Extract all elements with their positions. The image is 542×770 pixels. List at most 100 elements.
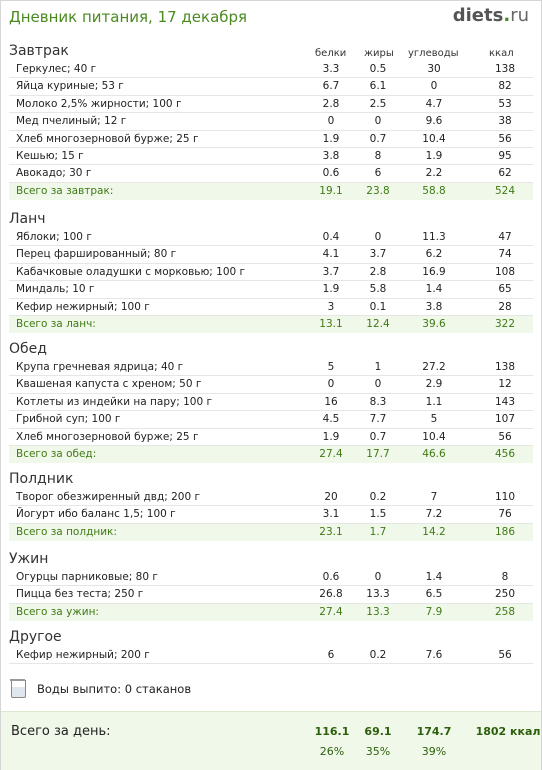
- kcal-value: 250: [494, 588, 516, 601]
- fat-value: 3.7: [369, 248, 387, 261]
- food-name: Хлеб многозерновой бурже; 25 г: [16, 430, 199, 443]
- carbs-value: 7: [430, 491, 438, 503]
- kcal-value: 56: [498, 132, 512, 145]
- brand-tld: ru: [510, 5, 529, 26]
- fat-value: 23.8: [366, 184, 390, 197]
- kcal-value: 108: [494, 265, 516, 278]
- food-name: Молоко 2,5% жирности; 100 г: [16, 97, 182, 110]
- food-row[interactable]: Кабачковые оладушки с морковью; 100 г 3.7…: [9, 264, 533, 282]
- food-row[interactable]: Творог обезжиренный двд; 200 г 20 0.2 7 110: [9, 489, 533, 507]
- food-row[interactable]: Авокадо; 30 г 0.6 6 2.2 62: [9, 165, 533, 183]
- kcal-value: 28: [498, 300, 512, 313]
- carbs-value: 0: [430, 80, 438, 93]
- kcal-value: 74: [498, 248, 512, 261]
- carbs-value: 6.5: [425, 588, 443, 601]
- column-header-carbs: углеводы: [408, 48, 459, 59]
- food-name: Творог обезжиренный двд; 200 г: [16, 491, 200, 503]
- protein-value: 1.9: [322, 132, 340, 145]
- food-name: Пицца без теста; 250 г: [16, 588, 144, 601]
- carbs-value: 10.4: [422, 132, 446, 145]
- fat-value: 5.8: [369, 283, 387, 296]
- food-row[interactable]: Йогурт ибо баланс 1,5; 100 г 3.1 1.5 7.2 76: [9, 506, 533, 524]
- protein-value: 1.9: [322, 430, 340, 443]
- fat-value: 0: [374, 378, 382, 391]
- kcal-value: 47: [498, 231, 512, 243]
- protein-value: 27.4: [319, 605, 343, 618]
- food-name: Грибной суп; 100 г: [16, 413, 121, 426]
- meal-total-label: Всего за обед:: [16, 447, 97, 460]
- carbs-value: 1.4: [425, 571, 443, 583]
- food-row[interactable]: Огурцы парниковые; 80 г 0.6 0 1.4 8: [9, 569, 533, 587]
- meal-section: Ужин Огурцы парниковые; 80 г 0.6 0 1.4 8 Пицца…: [9, 549, 533, 622]
- kcal-value: 12: [498, 378, 512, 391]
- water-glass-icon[interactable]: [10, 679, 26, 698]
- carbs-value: 9.6: [425, 115, 443, 128]
- kcal-value: 143: [494, 395, 516, 408]
- brand-name: diets: [452, 5, 504, 26]
- fat-value: 12.4: [366, 317, 390, 330]
- fat-value: 0.5: [369, 63, 387, 75]
- food-name: Кабачковые оладушки с морковью; 100 г: [16, 265, 246, 278]
- protein-value: 13.1: [319, 317, 343, 330]
- brand-logo[interactable]: diets.ru: [453, 5, 529, 26]
- protein-value: 4.1: [322, 248, 340, 261]
- food-row[interactable]: Кешью; 15 г 3.8 8 1.9 95: [9, 148, 533, 166]
- meal-total-label: Всего за ужин:: [16, 605, 99, 618]
- carbs-value: 58.8: [422, 184, 446, 197]
- food-name: Геркулес; 40 г: [16, 63, 97, 75]
- food-row[interactable]: Кефир нежирный; 100 г 3 0.1 3.8 28: [9, 299, 533, 316]
- food-row[interactable]: Квашеная капуста с хреном; 50 г 0 0 2.9 12: [9, 376, 533, 394]
- food-row[interactable]: Кефир нежирный; 200 г 6 0.2 7.6 56: [9, 647, 533, 665]
- food-row[interactable]: Миндаль; 10 г 1.9 5.8 1.4 65: [9, 281, 533, 299]
- food-row[interactable]: Хлеб многозерновой бурже; 25 г 1.9 0.7 10.4…: [9, 131, 533, 148]
- food-row[interactable]: Перец фаршированный; 80 г 4.1 3.7 6.2 74: [9, 246, 533, 264]
- food-row[interactable]: Мед пчелиный; 12 г 0 0 9.6 38: [9, 113, 533, 131]
- protein-value: 0.6: [322, 571, 340, 583]
- carbs-value: 14.2: [422, 525, 446, 538]
- day-total: Всего за день: 116.1 69.1 174.7 1802 кка…: [1, 711, 541, 770]
- food-row[interactable]: Пицца без теста; 250 г 26.8 13.3 6.5 250: [9, 586, 533, 604]
- fat-value: 8.3: [369, 395, 387, 408]
- food-row[interactable]: Молоко 2,5% жирности; 100 г 2.8 2.5 4.7 53: [9, 96, 533, 114]
- food-row[interactable]: Яблоки; 100 г 0.4 0 11.3 47: [9, 229, 533, 247]
- food-row[interactable]: Грибной суп; 100 г 4.5 7.7 5 107: [9, 411, 533, 429]
- day-total-label: Всего за день:: [11, 724, 111, 739]
- food-name: Хлеб многозерновой бурже; 25 г: [16, 132, 199, 145]
- day-total-carbs: 174.7: [416, 725, 452, 738]
- fat-value: 6.1: [369, 80, 387, 93]
- fat-value: 17.7: [366, 447, 390, 460]
- food-name: Кефир нежирный; 200 г: [16, 649, 150, 661]
- protein-value: 16: [324, 395, 338, 408]
- protein-value: 19.1: [319, 184, 343, 197]
- food-row[interactable]: Геркулес; 40 г 3.3 0.5 30 138: [9, 61, 533, 79]
- food-row[interactable]: Котлеты из индейки на пару; 100 г 16 8.3 1.…: [9, 394, 533, 412]
- protein-value: 4.5: [322, 413, 340, 426]
- protein-value: 0.6: [322, 167, 340, 180]
- protein-value: 1.9: [322, 283, 340, 296]
- meal-total-row: Всего за ланч: 13.1 12.4 39.6 322: [9, 315, 533, 334]
- carbs-value: 46.6: [422, 447, 446, 460]
- protein-value: 0: [327, 115, 335, 128]
- kcal-value: 38: [498, 115, 512, 128]
- food-row[interactable]: Яйца куриные; 53 г 6.7 6.1 0 82: [9, 78, 533, 96]
- meal-title: Обед: [9, 341, 47, 357]
- protein-value: 6.7: [322, 80, 340, 93]
- fat-value: 13.3: [366, 605, 390, 618]
- food-name: Миндаль; 10 г: [16, 283, 95, 296]
- column-header-fat: жиры: [364, 48, 394, 59]
- protein-value: 5: [327, 361, 335, 373]
- page-title: Дневник питания, 17 декабря: [9, 8, 248, 26]
- fat-value: 0.7: [369, 430, 387, 443]
- food-row[interactable]: Хлеб многозерновой бурже; 25 г 1.9 0.7 10.4…: [9, 429, 533, 446]
- protein-value: 26.8: [319, 588, 343, 601]
- fat-value: 0.7: [369, 132, 387, 145]
- kcal-value: 82: [498, 80, 512, 93]
- meal-title: Завтрак: [9, 43, 69, 59]
- meal-total-row: Всего за ужин: 27.4 13.3 7.9 258: [9, 603, 533, 622]
- meal-title: Другое: [9, 629, 62, 645]
- food-row[interactable]: Крупа гречневая ядрица; 40 г 5 1 27.2 138: [9, 359, 533, 377]
- carbs-value: 39.6: [422, 317, 446, 330]
- meal-total-label: Всего за полдник:: [16, 525, 117, 538]
- protein-value: 2.8: [322, 97, 340, 110]
- day-total-protein-pct: 26%: [319, 745, 345, 758]
